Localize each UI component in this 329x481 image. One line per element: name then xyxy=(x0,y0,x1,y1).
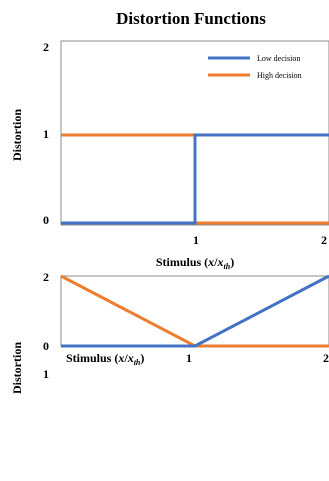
bottom-y-tick-2: 2 xyxy=(43,270,49,284)
bottom-x-axis-label: Stimulus (x/xth) xyxy=(66,351,144,367)
bottom-chart: 2 1 0 Distortion Stimulus (x/xth) 1 2 xyxy=(10,270,329,394)
legend-label-low: Low decision xyxy=(257,54,300,63)
top-x-tick-1: 1 xyxy=(193,233,199,247)
bottom-x-tick-1: 1 xyxy=(186,351,192,365)
top-series-lines xyxy=(61,133,329,225)
top-y-tick-2: 2 xyxy=(43,40,49,54)
top-plot-frame xyxy=(60,40,329,226)
bottom-y-tick-1: 1 xyxy=(43,367,49,381)
bottom-y-axis-label: Distortion xyxy=(10,342,24,394)
legend-label-high: High decision xyxy=(257,71,302,80)
bottom-series-low-decision xyxy=(61,274,329,348)
top-series-low-decision xyxy=(61,133,329,225)
top-x-axis-label: Stimulus (x/xth) xyxy=(156,255,234,271)
legend: Low decision High decision xyxy=(208,54,302,80)
top-chart: 2 1 0 1 2 Distortion Stimulus (x/xth) Lo… xyxy=(10,40,329,271)
bottom-series-lines xyxy=(60,274,329,348)
top-y-axis-label: Distortion xyxy=(10,109,24,161)
bottom-plot-frame xyxy=(60,275,329,347)
bottom-x-tick-2: 2 xyxy=(323,351,329,365)
top-y-tick-0: 0 xyxy=(43,213,49,227)
bottom-y-tick-0: 0 xyxy=(43,339,49,353)
bottom-series-high-decision xyxy=(60,274,329,348)
top-y-tick-1: 1 xyxy=(43,127,49,141)
chart-title: Distortion Functions xyxy=(116,9,266,28)
top-x-tick-2: 2 xyxy=(321,233,327,247)
